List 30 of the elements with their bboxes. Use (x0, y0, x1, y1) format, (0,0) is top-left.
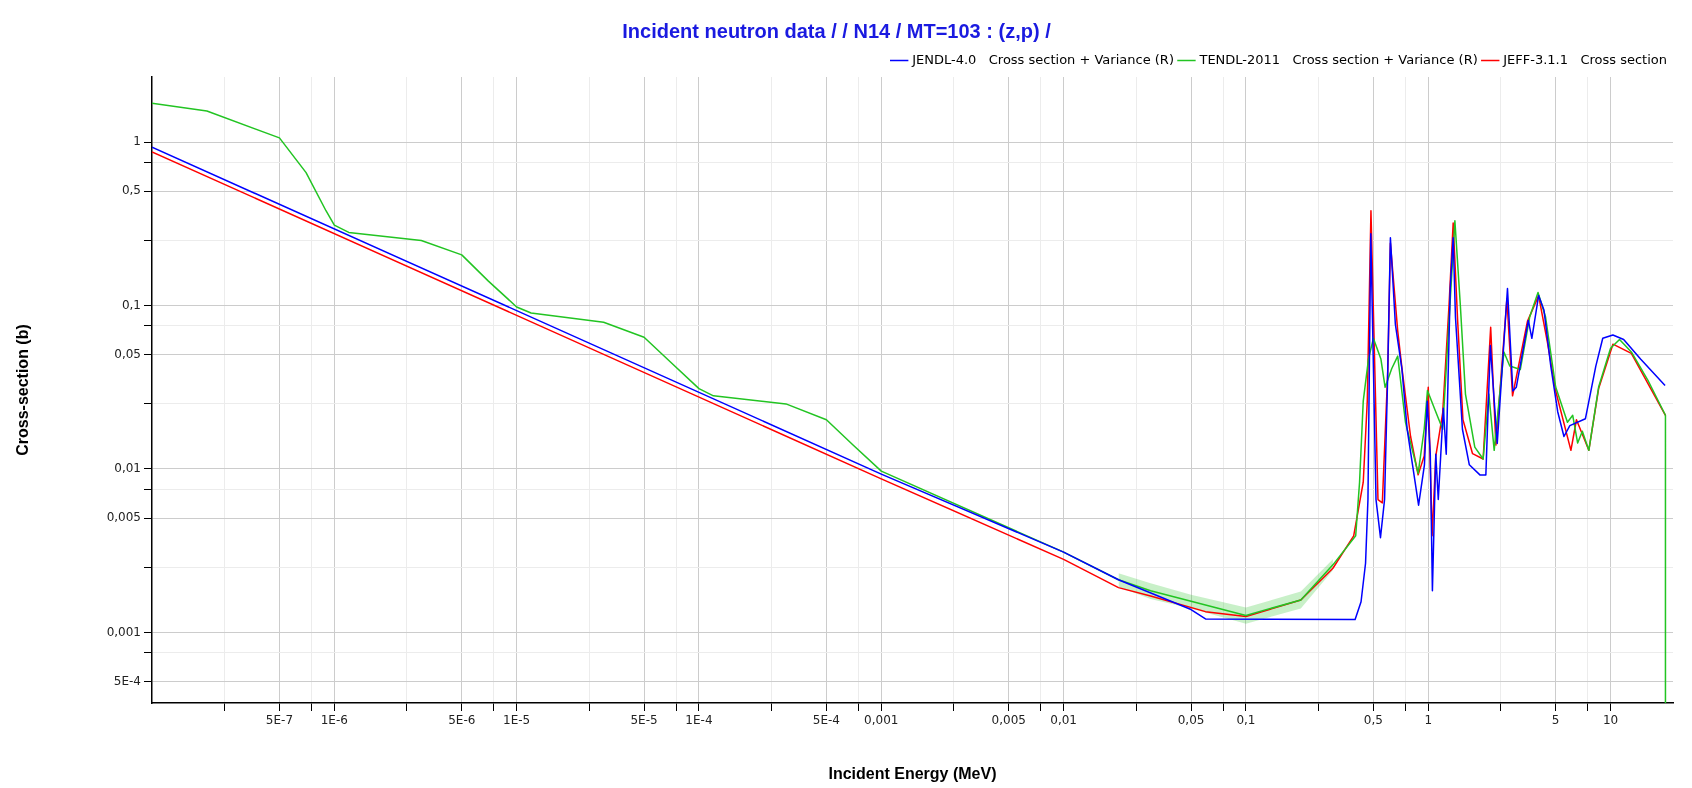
x-tick-label: 0,05 (1177, 713, 1205, 728)
x-tick-label: 1E-6 (320, 713, 348, 728)
x-tick-label: 0,1 (1236, 713, 1256, 728)
y-tick-label: 1 (133, 134, 141, 149)
x-tick-label: 5E-6 (448, 713, 476, 728)
y-tick-label: 0,001 (106, 624, 141, 639)
y-tick-label: 5E-4 (113, 673, 141, 688)
y-tick-label: 0,5 (121, 183, 141, 198)
x-tick-label: 0,01 (1050, 713, 1077, 728)
y-tick-label: 0,05 (114, 346, 141, 361)
x-tick-label: 1 (1424, 713, 1433, 728)
x-tick-label: 5E-7 (265, 713, 294, 728)
x-tick-label: 5 (1551, 713, 1560, 728)
x-axis-title: Incident Energy (MeV) (828, 764, 997, 782)
y-tick-label: 0,01 (114, 461, 141, 476)
x-tick-label: 1E-5 (503, 713, 531, 728)
legend-label: JENDL-4.0 Cross section + Variance (R) (911, 51, 1174, 67)
y-axis-title: Cross-section (b) (14, 324, 32, 456)
legend-label: TENDL-2011 Cross section + Variance (R) (1198, 51, 1478, 67)
x-tick-label: 5E-5 (630, 713, 658, 728)
x-tick-label: 1E-4 (685, 713, 713, 728)
legend-label: JEFF-3.1.1 Cross section (1502, 51, 1668, 67)
x-tick-label: 0,005 (991, 713, 1026, 728)
y-tick-label: 0,005 (106, 510, 141, 525)
x-tick-label: 0,5 (1363, 713, 1383, 728)
x-tick-label: 0,001 (864, 713, 899, 728)
chart-title: Incident neutron data / / N14 / MT=103 : (z,p) / (622, 19, 1052, 42)
y-tick-label: 0,1 (121, 297, 141, 312)
x-tick-label: 5E-4 (812, 713, 840, 728)
x-tick-label: 10 (1602, 713, 1619, 728)
